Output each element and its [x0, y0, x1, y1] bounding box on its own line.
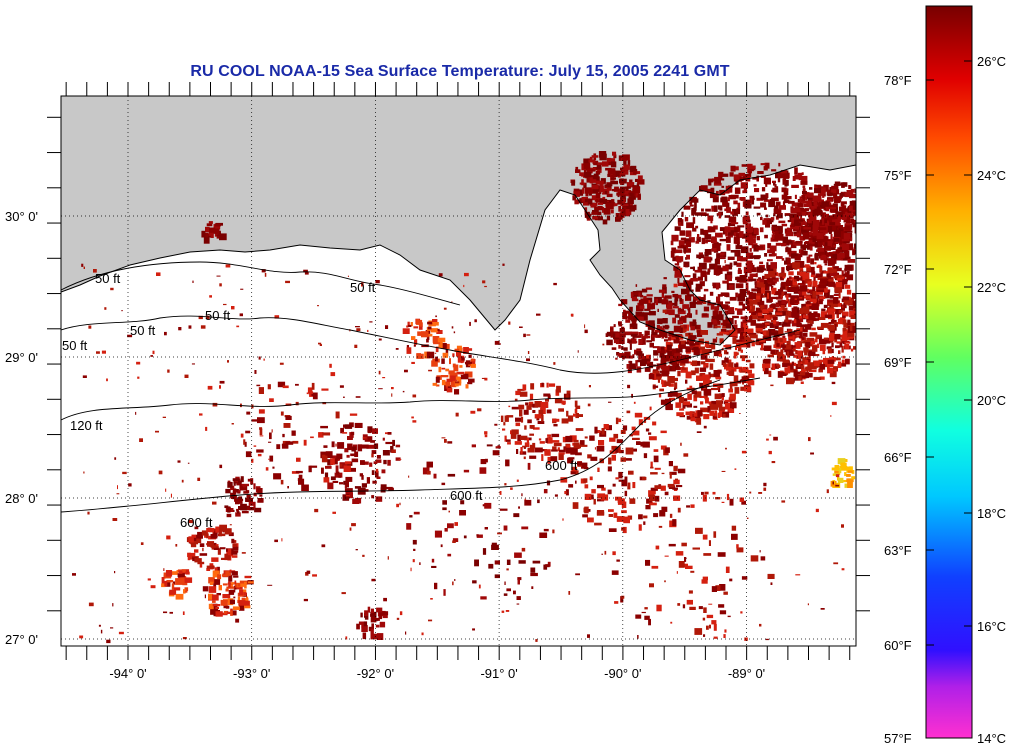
colorbar: [925, 5, 973, 739]
longitude-label: -91° 0': [480, 666, 517, 681]
colorbar-celsius-label: 18°C: [977, 506, 1007, 521]
colorbar-fahrenheit-label: 69°F: [884, 355, 912, 370]
contour-label: 50 ft: [95, 271, 121, 286]
contour-label: 600 ft: [180, 515, 213, 530]
colorbar-fahrenheit-label: 63°F: [884, 543, 912, 558]
contour-label: 600 ft: [450, 488, 483, 503]
colorbar-celsius-label: 24°C: [977, 168, 1007, 183]
coastline: [61, 164, 856, 346]
latitude-label: 30° 0': [5, 209, 38, 224]
latitude-label: 27° 0': [5, 632, 38, 647]
longitude-label: -93° 0': [233, 666, 270, 681]
axis-ticks: [47, 82, 870, 660]
colorbar-ticks: [926, 60, 972, 646]
latitude-labels: 30° 0' 29° 0' 28° 0' 27° 0': [5, 209, 38, 647]
colorbar-fahrenheit-label: 60°F: [884, 638, 912, 653]
colorbar-celsius-label: 14°C: [977, 731, 1007, 746]
bathymetry-contours: [61, 261, 801, 513]
contour-labels: 50 ft 50 ft 50 ft 50 ft 50 ft 120 ft 600 ft 600…: [62, 271, 578, 530]
longitude-label: -94° 0': [109, 666, 146, 681]
colorbar-celsius-label: 22°C: [977, 280, 1007, 295]
sst-field: [72, 151, 856, 644]
land-louisiana: [61, 96, 856, 345]
latitude-label: 28° 0': [5, 491, 38, 506]
contour-label: 120 ft: [70, 418, 103, 433]
contour-label: 600 ft: [545, 458, 578, 473]
contour-label: 50 ft: [130, 323, 156, 338]
colorbar-fahrenheit-label: 57°F: [884, 731, 912, 746]
plot-frame: [60, 95, 857, 647]
graticule: [61, 96, 856, 646]
latitude-label: 29° 0': [5, 350, 38, 365]
colorbar-fahrenheit-label: 75°F: [884, 168, 912, 183]
colorbar-celsius-label: 16°C: [977, 619, 1007, 634]
colorbar-celsius-label: 20°C: [977, 393, 1007, 408]
longitude-label: -89° 0': [728, 666, 765, 681]
contour-label: 50 ft: [62, 338, 88, 353]
colorbar-fahrenheit-label: 72°F: [884, 262, 912, 277]
map-title: RU COOL NOAA-15 Sea Surface Temperature:…: [190, 63, 730, 80]
longitude-labels: -94° 0' -93° 0' -92° 0' -91° 0' -90° 0' -89° …: [109, 666, 765, 681]
colorbar-celsius-label: 26°C: [977, 54, 1007, 69]
longitude-label: -90° 0': [604, 666, 641, 681]
contour-label: 50 ft: [205, 308, 231, 323]
colorbar-fahrenheit-label: 66°F: [884, 450, 912, 465]
colorbar-fahrenheit-label: 78°F: [884, 73, 912, 88]
longitude-label: -92° 0': [357, 666, 394, 681]
contour-label: 50 ft: [350, 280, 376, 295]
